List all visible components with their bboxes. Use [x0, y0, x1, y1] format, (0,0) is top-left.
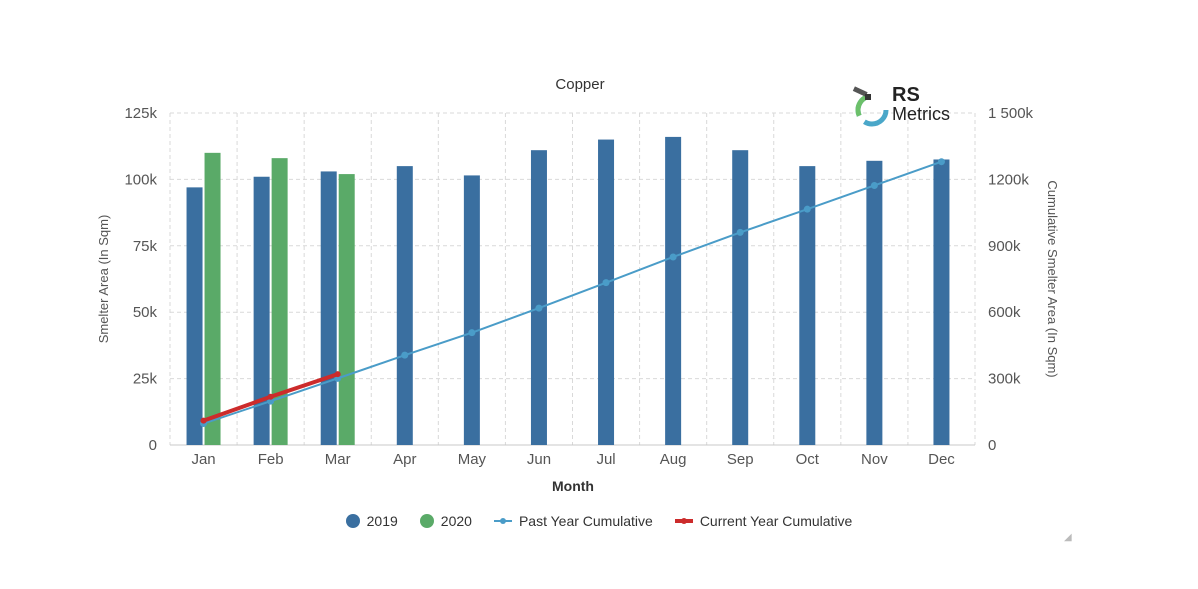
left-tick-label: 100k: [124, 171, 157, 188]
right-tick-label: 300k: [988, 371, 1021, 388]
past-year-cumulative-point: [736, 228, 744, 236]
legend-swatch-past-year: [493, 516, 512, 526]
x-tick-label: Jun: [527, 451, 551, 468]
legend-label-past-year: Past Year Cumulative: [518, 513, 653, 529]
past-year-cumulative-point: [669, 253, 677, 261]
right-axis-title: Cumulative Smelter Area (In Sqm): [1045, 180, 1060, 377]
left-tick-label: 50k: [133, 304, 158, 321]
current-year-cumulative-point: [200, 417, 207, 424]
bar-2019-apr: [396, 166, 413, 445]
bar-2019-dec: [933, 159, 950, 446]
current-year-cumulative-point: [334, 371, 341, 378]
legend-swatch-2019: [345, 514, 360, 528]
x-tick-label: Oct: [796, 451, 820, 468]
past-year-cumulative-point: [803, 205, 811, 213]
legend-item-past-year[interactable]: Past Year Cumulative: [493, 513, 653, 529]
bar-2019-jun: [530, 150, 547, 445]
left-tick-label: 0: [149, 437, 157, 454]
past-year-cumulative-point: [401, 351, 409, 359]
x-tick-label: Aug: [660, 451, 687, 468]
legend-item-current-year[interactable]: Current Year Cumulative: [674, 513, 853, 529]
legend-label-2019: 2019: [366, 513, 398, 529]
past-year-cumulative-point: [870, 181, 878, 189]
chart-legend: 2019 2020 Past Year Cumulative Current Y…: [0, 509, 1198, 533]
past-year-cumulative-line: [203, 160, 942, 425]
x-axis-title: Month: [552, 478, 594, 494]
bar-2019-jul: [598, 139, 615, 445]
current-year-cumulative-point: [267, 393, 274, 400]
logo-rs-text: RS: [892, 84, 920, 106]
bar-2019-mar: [320, 171, 337, 445]
right-tick-label: 1200k: [988, 171, 1029, 188]
bar-2019-oct: [799, 166, 816, 445]
legend-item-2020[interactable]: 2020: [419, 513, 472, 529]
bar-2019-sep: [732, 150, 749, 445]
resize-grip-icon[interactable]: ◢: [1064, 532, 1072, 543]
legend-swatch-2020: [419, 514, 434, 528]
right-tick-label: 900k: [988, 238, 1021, 255]
x-tick-label: Mar: [325, 451, 351, 468]
right-tick-label: 1 500k: [988, 105, 1034, 122]
legend-swatch-current-year: [674, 516, 693, 526]
bar-2019-jan: [186, 187, 203, 446]
bar-2019-feb: [253, 176, 270, 445]
bar-2019-may: [463, 175, 480, 445]
bar-2020-jan: [204, 152, 221, 445]
right-tick-label: 0: [988, 437, 996, 454]
satellite-logo-icon: [852, 86, 889, 127]
bar-2019-nov: [866, 160, 883, 446]
legend-label-current-year: Current Year Cumulative: [699, 513, 853, 529]
x-tick-label: Jan: [191, 451, 215, 468]
x-tick-label: May: [458, 451, 487, 468]
rs-metrics-logo: RS Metrics: [848, 84, 964, 128]
past-year-cumulative-point: [468, 329, 476, 337]
legend-item-2019[interactable]: 2019: [345, 513, 398, 529]
bar-2019-aug: [665, 136, 682, 446]
legend-label-2020: 2020: [440, 513, 472, 529]
past-year-cumulative-point: [535, 304, 543, 312]
left-tick-label: 25k: [133, 371, 158, 388]
x-tick-label: Dec: [928, 451, 955, 468]
logo-metrics-text: Metrics: [892, 104, 950, 124]
x-tick-label: Nov: [861, 451, 888, 468]
bar-2020-mar: [338, 174, 355, 445]
past-year-cumulative-point: [937, 158, 945, 166]
left-tick-label: 75k: [133, 238, 158, 255]
x-tick-label: Feb: [258, 451, 284, 468]
left-tick-label: 125k: [124, 105, 157, 122]
chart-title: Copper: [555, 76, 604, 93]
bar-2020-feb: [271, 158, 288, 446]
past-year-cumulative-point: [602, 279, 610, 287]
x-tick-label: Apr: [393, 451, 416, 468]
left-axis-title: Smelter Area (In Sqm): [96, 215, 111, 344]
x-tick-label: Sep: [727, 451, 754, 468]
right-tick-label: 600k: [988, 304, 1021, 321]
x-tick-label: Jul: [596, 451, 615, 468]
